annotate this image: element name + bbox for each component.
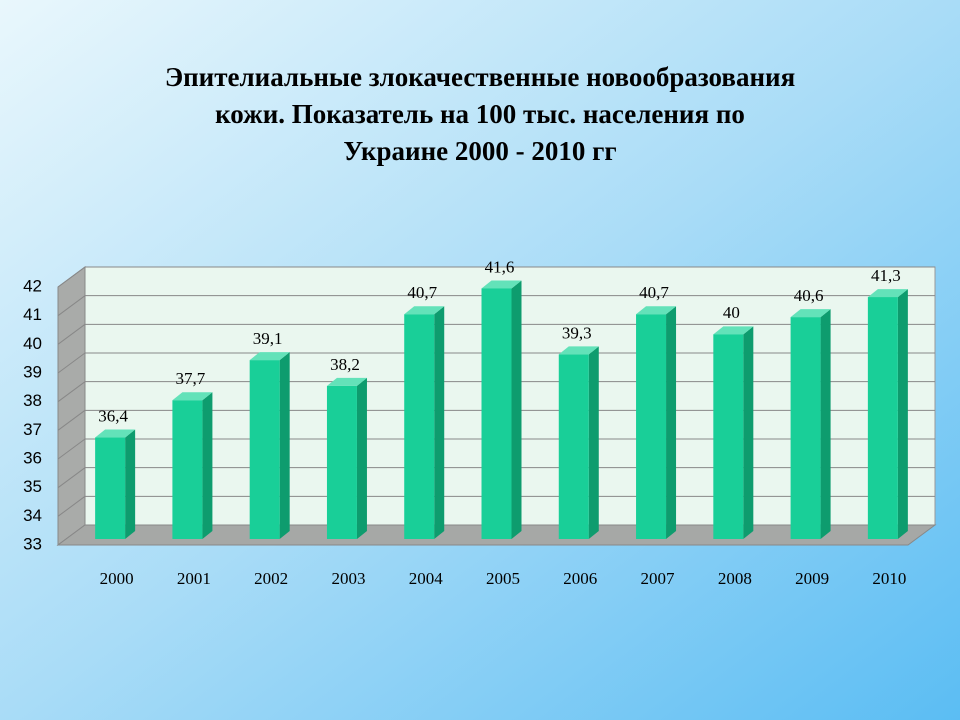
bar [867, 297, 898, 539]
bar-side [743, 326, 754, 539]
bar-top [249, 352, 290, 361]
bar-top [326, 377, 367, 386]
bar [172, 400, 203, 539]
bar-side [666, 306, 677, 539]
y-tick-label: 39 [23, 362, 42, 381]
x-tick-label: 2001 [177, 569, 211, 588]
bar [790, 317, 821, 539]
value-label: 41,6 [485, 257, 515, 276]
x-tick-label: 2005 [486, 569, 520, 588]
bar-top [481, 280, 522, 289]
x-tick-label: 2000 [100, 569, 134, 588]
chart-title: Эпителиальные злокачественные новообразо… [165, 62, 795, 92]
value-label: 40,6 [794, 286, 824, 305]
grid-line-side [57, 266, 86, 288]
value-label: 39,3 [562, 323, 592, 342]
grid-line-side [57, 295, 86, 317]
grid-line-side [57, 352, 86, 374]
y-tick-label: 37 [23, 420, 42, 439]
x-tick-label: 2002 [254, 569, 288, 588]
bar-side [511, 280, 522, 539]
x-tick-label: 2004 [409, 569, 444, 588]
grid-line-side [57, 409, 86, 431]
y-tick-label: 33 [23, 534, 42, 553]
side-wall [57, 266, 86, 546]
grid-line-side [57, 467, 86, 489]
y-tick-label: 35 [23, 477, 42, 496]
y-tick-label: 34 [23, 506, 42, 525]
y-tick-label: 41 [23, 305, 42, 324]
value-label: 39,1 [253, 329, 283, 348]
bar [481, 288, 512, 539]
y-tick-label: 42 [23, 276, 42, 295]
bar [636, 314, 667, 539]
bar-top [558, 346, 599, 355]
bar [558, 354, 589, 539]
bar-top [713, 326, 754, 335]
grid-line-side [57, 438, 86, 460]
bar-top [636, 306, 677, 315]
title-group: Эпителиальные злокачественные новообразо… [165, 62, 795, 166]
y-tick-label: 38 [23, 391, 42, 410]
bar-side [820, 309, 831, 539]
bar [326, 385, 357, 539]
x-tick-label: 2006 [563, 569, 597, 588]
value-label: 40,7 [639, 283, 669, 302]
bar-side [588, 346, 599, 539]
bar-top [404, 306, 445, 315]
bar [404, 314, 435, 539]
bar-top [95, 429, 136, 438]
bar [713, 334, 744, 539]
chart-title: Украине 2000 - 2010 гг [343, 136, 616, 166]
bar-top [790, 309, 831, 318]
x-tick-label: 2010 [872, 569, 906, 588]
bar-top [172, 392, 213, 401]
x-tick-label: 2007 [641, 569, 676, 588]
value-label: 36,4 [98, 406, 128, 425]
grid-line-side [57, 323, 86, 345]
bar-side [279, 352, 290, 539]
bar-top [867, 289, 908, 298]
value-label: 37,7 [176, 369, 206, 388]
value-label: 40 [723, 303, 740, 322]
x-tick-label: 2003 [331, 569, 365, 588]
y-tick-label: 36 [23, 448, 42, 467]
grid-line-side [57, 495, 86, 517]
bar-side [897, 289, 908, 539]
grid-line-side [57, 381, 86, 403]
y-tick-label: 40 [23, 334, 42, 353]
value-label: 41,3 [871, 266, 901, 285]
value-label: 38,2 [330, 355, 360, 374]
bar-side [434, 306, 445, 539]
x-tick-label: 2009 [795, 569, 829, 588]
bar [95, 437, 126, 539]
bar-side [202, 392, 213, 539]
plot: 33 34 35 36 37 38 39 40 41 42 2000 36,4 2001 37,7 2002… [23, 257, 937, 588]
value-label: 40,7 [407, 283, 437, 302]
bar [249, 360, 280, 539]
bar-side [356, 377, 367, 539]
bar-side [125, 429, 136, 539]
x-tick-label: 2008 [718, 569, 752, 588]
chart-title: кожи. Показатель на 100 тыс. населения п… [215, 99, 745, 129]
